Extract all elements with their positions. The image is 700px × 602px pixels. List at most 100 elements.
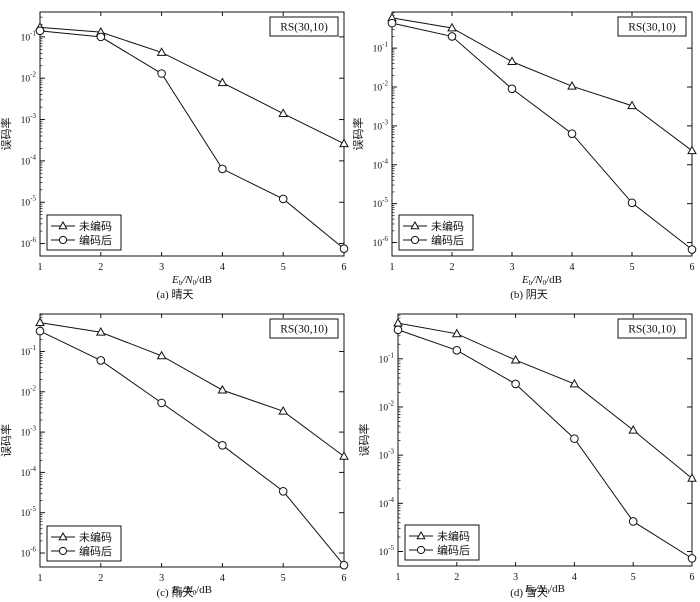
chart-b-x-tick-label: 6 bbox=[690, 262, 695, 273]
chart-b-badge-box bbox=[617, 16, 687, 37]
chart-a-series-0-point bbox=[339, 138, 349, 148]
chart-a-frame bbox=[39, 11, 345, 257]
chart-a-series-1-point bbox=[339, 244, 349, 254]
chart-a-x-tick-label: 4 bbox=[220, 262, 225, 273]
chart-c-y-tick-exponent: -3 bbox=[30, 425, 36, 433]
chart-b-y-tick-label: 10-5 bbox=[373, 196, 389, 210]
chart-b-x-tick-label: 2 bbox=[450, 262, 455, 273]
chart-b-y-tick-exponent: -2 bbox=[382, 80, 388, 88]
chart-d-legend-label: 编码后 bbox=[437, 543, 470, 557]
chart-b-series-0-point bbox=[627, 100, 637, 110]
chart-a-y-tick-exponent: -6 bbox=[30, 236, 36, 244]
chart-d-y-tick-label: 10-4 bbox=[379, 496, 395, 510]
chart-b-legend-label: 未编码 bbox=[431, 219, 464, 233]
chart-b-series-1-point bbox=[567, 129, 577, 138]
chart-b-series-1-line bbox=[391, 22, 693, 250]
chart-c-y-tick-exponent: -6 bbox=[30, 546, 36, 554]
chart-a-y-tick-label: 10-6 bbox=[21, 236, 37, 250]
chart-d-legend-label: 未编码 bbox=[437, 529, 470, 543]
chart-a-y-tick-label: 10-3 bbox=[21, 112, 37, 126]
chart-b-series-1-point bbox=[627, 198, 637, 208]
chart-c-x-tick-label: 4 bbox=[220, 573, 225, 584]
chart-c-y-tick-exponent: -1 bbox=[30, 344, 36, 352]
chart-a-series-1-line bbox=[39, 30, 345, 250]
chart-b-y-tick-exponent: -4 bbox=[382, 157, 388, 165]
chart-b-badge: RS(30,10) bbox=[628, 22, 676, 34]
chart-a-y-tick-label: 10-1 bbox=[21, 29, 37, 43]
chart-b-legend-circle-marker bbox=[410, 235, 420, 245]
chart-d-series-1-point bbox=[393, 325, 403, 335]
chart-a-x-label-main: E bbox=[171, 274, 179, 286]
chart-c-x-tick-label: 6 bbox=[342, 573, 347, 584]
chart-c-x-label-mid: /N bbox=[181, 584, 193, 596]
chart-b-x-label-sub2: 0 bbox=[543, 279, 547, 287]
chart-a-x-label-sub2: 0 bbox=[193, 279, 197, 287]
chart-c-x-tick-label: 5 bbox=[281, 573, 286, 584]
chart-d-x-tick-label: 1 bbox=[396, 572, 401, 583]
chart-b-x-label-unit: /dB bbox=[546, 274, 562, 286]
chart-a-x-tick-label: 6 bbox=[342, 262, 347, 273]
chart-c-series-1-point bbox=[278, 486, 288, 496]
chart-b-x-label-main: E bbox=[521, 274, 529, 286]
chart-a-x-label-sub1: b bbox=[179, 279, 183, 287]
chart-c-series-0-point bbox=[156, 350, 167, 360]
chart-c-x-label-unit: /dB bbox=[196, 584, 212, 596]
chart-c-x-tick-label: 1 bbox=[38, 573, 43, 584]
chart-c-series-0-point bbox=[217, 384, 228, 394]
chart-b-y-tick-exponent: -1 bbox=[382, 41, 388, 49]
chart-a-series-0-line bbox=[39, 26, 345, 145]
chart-a-series-0-point bbox=[217, 77, 228, 87]
chart-b-series-0-line bbox=[391, 17, 693, 152]
chart-b-y-tick-label: 10-4 bbox=[373, 157, 389, 171]
chart-a-y-tick-label: 10-4 bbox=[21, 153, 37, 167]
chart-d-y-tick-label: 10-2 bbox=[379, 399, 395, 413]
chart-c-x-axis-label: Eb/N0/dB bbox=[171, 584, 212, 597]
chart-c-series-1-point bbox=[157, 398, 166, 408]
chart-a-series-0-point bbox=[156, 47, 167, 56]
chart-b-y-tick-exponent: -5 bbox=[382, 196, 388, 204]
chart-a-y-tick-label: 10-5 bbox=[21, 195, 37, 209]
chart-d-x-tick-label: 5 bbox=[631, 572, 636, 583]
chart-b-x-tick-label: 1 bbox=[390, 262, 395, 273]
chart-d-series-0-point bbox=[569, 378, 580, 388]
chart-b-series-0-point bbox=[687, 145, 697, 155]
chart-c-y-tick-label: 10-6 bbox=[21, 546, 37, 560]
chart-d-series-1-point bbox=[570, 434, 579, 443]
chart-d-legend bbox=[404, 524, 480, 561]
chart-a-x-label-mid: /N bbox=[181, 274, 193, 286]
chart-c-y-tick-label: 10-3 bbox=[21, 425, 37, 439]
chart-b-y-tick-label: 10-1 bbox=[373, 41, 389, 55]
chart-c-series-1-point bbox=[35, 326, 45, 336]
chart-d-series-1-point bbox=[628, 517, 638, 526]
chart-d-x-label-unit: /dB bbox=[549, 583, 565, 595]
chart-c-y-tick-label: 10-5 bbox=[21, 505, 37, 519]
chart-c-y-tick-label: 10-2 bbox=[21, 384, 37, 398]
chart-d-x-label-sub2: 0 bbox=[546, 588, 550, 596]
chart-a-x-tick-label: 2 bbox=[98, 262, 103, 273]
chart-a-x-tick-label: 3 bbox=[159, 262, 164, 273]
chart-d-series-1-line bbox=[397, 329, 693, 559]
chart-d-badge: RS(30,10) bbox=[628, 324, 676, 336]
chart-b-legend bbox=[398, 214, 474, 251]
chart-a-legend bbox=[46, 214, 122, 251]
chart-d-x-axis-label: Eb/N0/dB bbox=[524, 583, 565, 596]
chart-d-y-tick-label: 10-3 bbox=[379, 448, 395, 462]
chart-d-y-tick-exponent: -4 bbox=[388, 496, 394, 504]
chart-a-y-tick-exponent: -4 bbox=[30, 153, 36, 161]
chart-d-x-tick-label: 3 bbox=[513, 572, 518, 583]
chart-d-y-tick-label: 10-1 bbox=[379, 351, 395, 365]
chart-a-badge: RS(30,10) bbox=[280, 22, 328, 34]
chart-c-x-label-sub1: b bbox=[179, 589, 183, 597]
chart-c-legend bbox=[46, 525, 122, 562]
chart-b-y-tick-label: 10-2 bbox=[373, 80, 389, 94]
chart-d-y-tick-exponent: -3 bbox=[388, 448, 394, 456]
chart-d-y-tick-exponent: -5 bbox=[388, 544, 394, 552]
chart-b-x-tick-label: 3 bbox=[510, 262, 515, 273]
chart-c-series-0-point bbox=[339, 451, 349, 460]
chart-b-legend-label: 编码后 bbox=[431, 233, 464, 247]
chart-d-series-1-point bbox=[687, 554, 697, 563]
chart-a-series-1-point bbox=[96, 32, 106, 42]
chart-b-series-1-point bbox=[447, 32, 457, 41]
chart-d-y-tick-exponent: -2 bbox=[388, 399, 394, 407]
